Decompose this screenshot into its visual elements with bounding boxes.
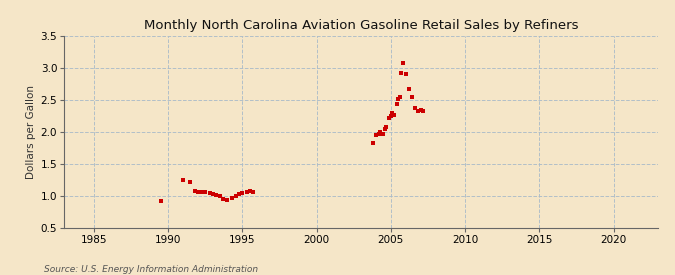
Point — [234, 192, 245, 196]
Point — [403, 87, 414, 91]
Point — [227, 196, 238, 200]
Point — [178, 178, 188, 182]
Point — [244, 189, 255, 193]
Title: Monthly North Carolina Aviation Gasoline Retail Sales by Refiners: Monthly North Carolina Aviation Gasoline… — [144, 19, 578, 32]
Point — [412, 109, 423, 114]
Y-axis label: Dollars per Gallon: Dollars per Gallon — [26, 85, 36, 179]
Point — [394, 95, 405, 99]
Point — [418, 109, 429, 113]
Point — [217, 197, 228, 201]
Point — [415, 107, 426, 112]
Point — [375, 130, 386, 134]
Point — [192, 189, 203, 194]
Point — [155, 199, 166, 204]
Point — [381, 125, 392, 129]
Point — [190, 189, 200, 193]
Point — [200, 190, 211, 194]
Point — [387, 111, 398, 115]
Text: Source: U.S. Energy Information Administration: Source: U.S. Energy Information Administ… — [44, 265, 258, 274]
Point — [379, 126, 390, 131]
Point — [373, 132, 384, 136]
Point — [393, 97, 404, 101]
Point — [406, 95, 417, 99]
Point — [195, 190, 206, 194]
Point — [371, 132, 381, 137]
Point — [385, 114, 396, 118]
Point — [207, 191, 218, 196]
Point — [215, 194, 225, 198]
Point — [388, 113, 399, 117]
Point — [409, 106, 420, 111]
Point — [242, 189, 252, 194]
Point — [231, 193, 242, 198]
Point — [222, 198, 233, 202]
Point — [210, 193, 221, 197]
Point — [205, 191, 215, 195]
Point — [384, 116, 395, 120]
Point — [378, 132, 389, 136]
Point — [398, 60, 408, 65]
Point — [392, 101, 402, 106]
Point — [400, 72, 411, 76]
Point — [237, 191, 248, 195]
Point — [396, 71, 406, 75]
Point — [185, 180, 196, 184]
Point — [368, 141, 379, 145]
Point — [247, 190, 258, 194]
